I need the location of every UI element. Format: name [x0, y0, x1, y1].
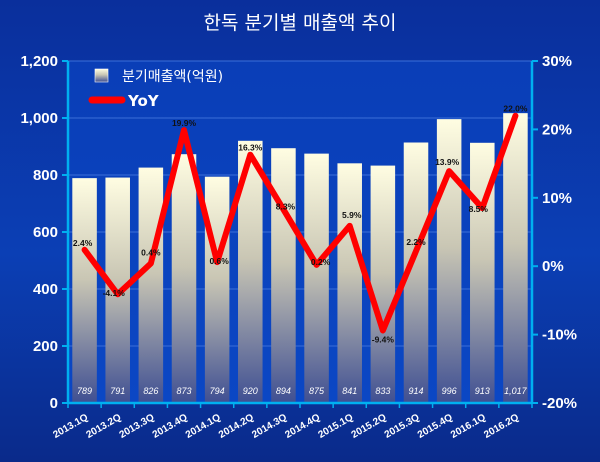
category-label: 2015.2Q	[350, 412, 389, 441]
yoy-value-label: 0.4%	[141, 247, 161, 257]
bar-value-label: 833	[375, 386, 390, 396]
yoy-value-label: 0.6%	[209, 256, 229, 266]
bar-value-label: 791	[110, 386, 125, 396]
bar-value-label: 875	[309, 386, 325, 396]
category-labels: 2013.1Q2013.2Q2013.3Q2013.4Q2014.1Q2014.…	[51, 412, 521, 441]
legend-line-label: YoY	[127, 92, 160, 110]
bar-value-label: 914	[408, 386, 423, 396]
yoy-value-label: 2.4%	[73, 238, 93, 248]
category-label: 2013.3Q	[118, 412, 157, 441]
bar-value-label: 794	[210, 386, 225, 396]
right-tick-label: -10%	[542, 327, 577, 344]
bar	[436, 119, 462, 403]
yoy-labels: 2.4% -4.1% 0.4% 19.9% 0.6% 16.3% 8.3% 0.2% 5.9% -…	[73, 104, 528, 345]
category-label: 2015.1Q	[316, 412, 355, 441]
yoy-value-label: 8.5%	[469, 204, 489, 214]
bar-value-label: 826	[143, 386, 158, 396]
bar	[171, 154, 197, 403]
bar	[72, 178, 97, 403]
yoy-line	[81, 112, 519, 334]
yoy-value-label: 2.2%	[406, 237, 426, 247]
bar-value-label: 894	[276, 386, 291, 396]
right-tick-label: 0%	[542, 258, 564, 275]
bar-value-label: 1,017	[504, 386, 528, 396]
bar-value-label: 913	[475, 386, 490, 396]
category-label: 2016.1Q	[449, 412, 488, 441]
bar	[503, 113, 528, 403]
category-label: 2015.4Q	[416, 412, 455, 441]
bar	[304, 153, 329, 403]
left-tick-label: 800	[33, 167, 58, 184]
left-tick-label: 1,000	[20, 110, 58, 127]
bar	[370, 165, 396, 403]
yoy-value-label: 13.9%	[435, 157, 460, 167]
yoy-value-label: 16.3%	[238, 143, 263, 153]
category-label: 2014.4Q	[283, 412, 322, 441]
bar	[337, 163, 362, 403]
bar-value-labels: 789 791 826 873 794 920 894 875 841 833 914 996 913 1…	[77, 386, 528, 396]
yoy-value-label: 8.3%	[276, 201, 296, 211]
category-label: 2014.1Q	[184, 412, 223, 441]
left-tick-label: 400	[33, 281, 58, 298]
left-axis-ticks: 0 200 400 600 800 1,000 1,200	[20, 53, 68, 412]
bar	[138, 167, 164, 403]
yoy-series-line	[81, 112, 519, 334]
bar	[204, 176, 230, 403]
bar-value-label: 996	[442, 386, 457, 396]
category-label: 2013.1Q	[51, 412, 90, 441]
category-label: 2015.3Q	[383, 412, 422, 441]
bars	[72, 113, 528, 404]
yoy-value-label: 22.0%	[503, 104, 528, 114]
bar-value-label: 789	[77, 386, 92, 396]
yoy-value-label: -4.1%	[103, 288, 126, 298]
category-label: 2013.2Q	[84, 412, 123, 441]
category-label: 2014.3Q	[250, 412, 289, 441]
chart-title: 한독 분기별 매출액 추이	[204, 12, 397, 34]
right-tick-label: 20%	[542, 121, 572, 138]
right-tick-label: -20%	[542, 395, 577, 412]
legend-bar-label: 분기매출액(억원)	[122, 69, 223, 85]
bar-value-label: 920	[243, 386, 258, 396]
left-tick-label: 200	[33, 338, 58, 355]
yoy-value-label: 19.9%	[172, 118, 197, 128]
legend-bar-swatch	[94, 68, 109, 83]
category-label: 2014.2Q	[217, 412, 256, 441]
bar	[271, 148, 296, 403]
left-tick-label: 600	[33, 224, 58, 241]
legend: 분기매출액(억원) YoY	[88, 68, 223, 110]
right-tick-label: 30%	[542, 53, 572, 70]
category-label: 2016.2Q	[482, 412, 521, 441]
yoy-value-label: 0.2%	[311, 257, 331, 267]
yoy-value-label: -9.4%	[372, 334, 395, 344]
yoy-value-label: 5.9%	[342, 210, 362, 220]
bar-value-label: 841	[342, 386, 357, 396]
category-label: 2013.4Q	[151, 412, 190, 441]
left-tick-label: 0	[50, 395, 58, 412]
right-axis-ticks: -20% -10% 0% 10% 20% 30%	[532, 53, 577, 412]
bar-value-label: 873	[176, 386, 191, 396]
left-tick-label: 1,200	[20, 53, 58, 70]
right-tick-label: 10%	[542, 190, 572, 207]
